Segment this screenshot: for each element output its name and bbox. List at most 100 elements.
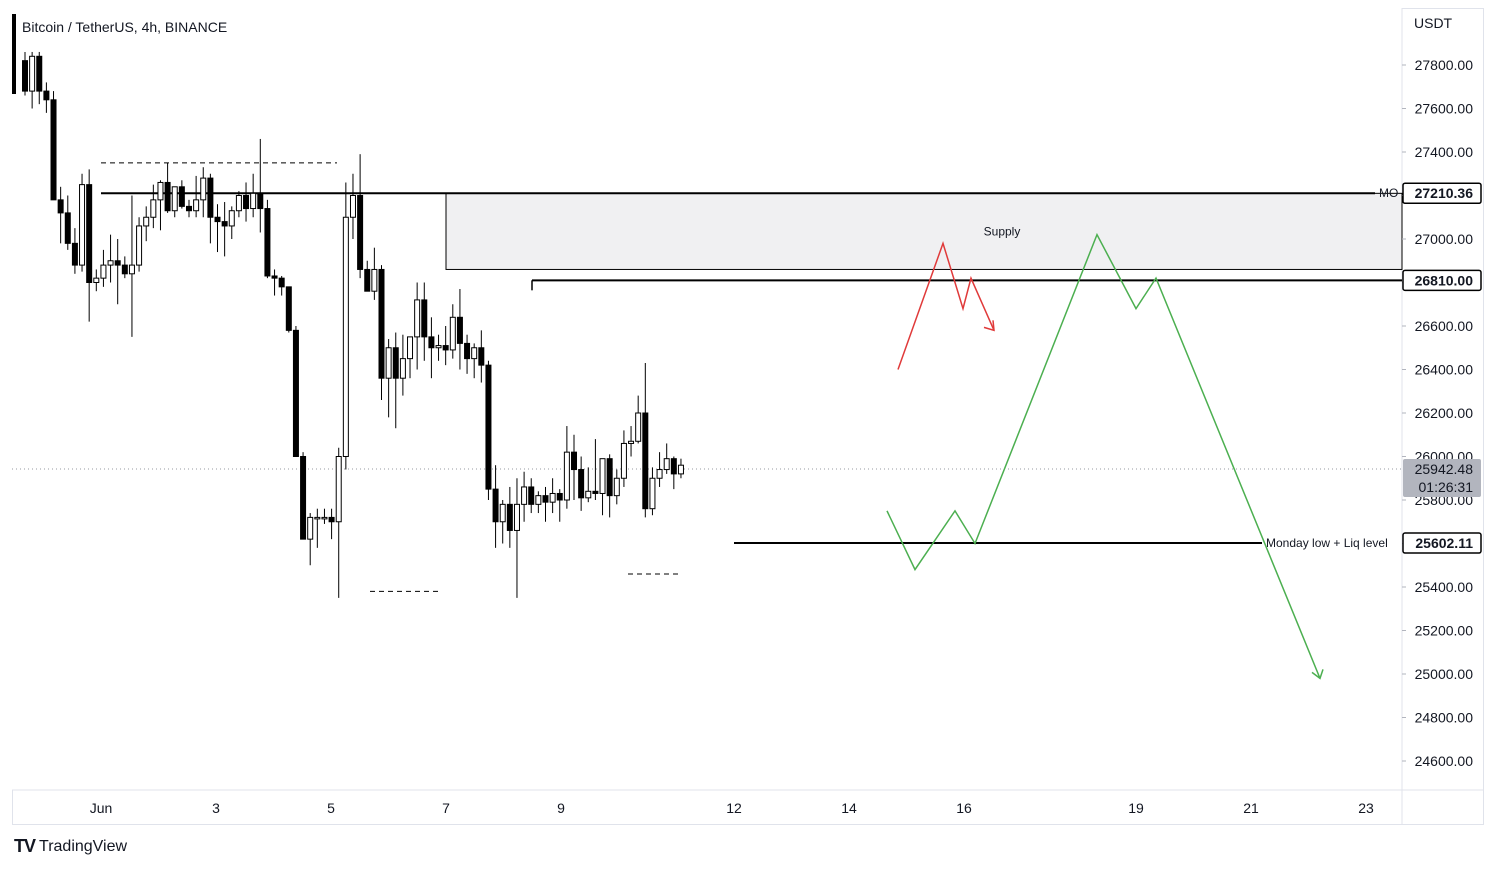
candle-body[interactable]: [335, 456, 342, 523]
candle-body[interactable]: [578, 469, 585, 499]
candle-body[interactable]: [257, 192, 264, 210]
price-axis[interactable]: 27800.0027600.0027400.0027200.0027000.00…: [1402, 57, 1482, 769]
candle-body[interactable]: [307, 516, 314, 540]
candle-body[interactable]: [328, 516, 335, 523]
candle-body[interactable]: [57, 199, 64, 214]
candle-body[interactable]: [271, 275, 278, 279]
candle-body[interactable]: [321, 516, 328, 520]
candle-body[interactable]: [513, 503, 520, 531]
candle-body[interactable]: [193, 199, 200, 212]
candle-body[interactable]: [371, 268, 378, 292]
candle-body[interactable]: [364, 268, 371, 292]
candle-body[interactable]: [399, 358, 406, 379]
candle-body[interactable]: [314, 516, 321, 520]
level-price-tag[interactable]: [1402, 182, 1482, 204]
candle-body[interactable]: [385, 347, 392, 379]
candle-body[interactable]: [285, 286, 292, 331]
candle-body[interactable]: [121, 264, 128, 275]
candle-body[interactable]: [228, 210, 235, 227]
candle-body[interactable]: [79, 184, 86, 266]
candle-body[interactable]: [628, 440, 635, 444]
candle-body[interactable]: [86, 184, 93, 283]
candle-body[interactable]: [171, 186, 178, 212]
candle-body[interactable]: [528, 486, 535, 505]
candle-body[interactable]: [207, 177, 214, 218]
candle-body[interactable]: [435, 345, 442, 349]
candle-body[interactable]: [613, 477, 620, 497]
candle-body[interactable]: [178, 186, 185, 207]
candle-body[interactable]: [635, 412, 642, 442]
candle-body[interactable]: [442, 345, 449, 351]
candle-body[interactable]: [93, 277, 100, 283]
candle-body[interactable]: [535, 495, 542, 505]
candle-body[interactable]: [485, 364, 492, 490]
candle-body[interactable]: [592, 490, 599, 494]
candle-body[interactable]: [407, 336, 414, 360]
candle-body[interactable]: [22, 60, 28, 92]
candle-body[interactable]: [50, 99, 57, 201]
candle-body[interactable]: [357, 195, 364, 270]
candle-body[interactable]: [164, 181, 171, 212]
candle-body[interactable]: [143, 216, 150, 227]
level-price-tag[interactable]: [1402, 532, 1482, 554]
candle-body[interactable]: [243, 195, 250, 210]
candle-body[interactable]: [349, 195, 356, 218]
candle-body[interactable]: [114, 260, 121, 266]
candle-body[interactable]: [64, 212, 71, 244]
candle-body[interactable]: [392, 347, 399, 379]
candles-layer[interactable]: [22, 51, 684, 598]
candle-body[interactable]: [521, 486, 528, 505]
candle-body[interactable]: [250, 192, 257, 210]
candle-body[interactable]: [71, 242, 78, 266]
candle-body[interactable]: [478, 347, 485, 366]
candle-body[interactable]: [663, 458, 670, 471]
candle-body[interactable]: [599, 458, 606, 494]
candle-body[interactable]: [136, 225, 143, 266]
candle-body[interactable]: [571, 451, 578, 471]
candle-body[interactable]: [563, 451, 570, 501]
candle-body[interactable]: [29, 55, 36, 92]
candle-body[interactable]: [300, 456, 307, 540]
candle-body[interactable]: [556, 492, 563, 501]
candle-body[interactable]: [414, 299, 421, 338]
candle-body[interactable]: [221, 221, 228, 227]
plot-area[interactable]: [12, 8, 1402, 790]
candle-body[interactable]: [464, 342, 471, 360]
candle-body[interactable]: [506, 503, 513, 531]
candle-body[interactable]: [128, 264, 135, 275]
candle-body[interactable]: [499, 503, 506, 523]
candle-body[interactable]: [649, 477, 656, 510]
candle-body[interactable]: [292, 329, 299, 458]
candle-body[interactable]: [214, 216, 221, 223]
candle-body[interactable]: [278, 277, 285, 288]
candle-body[interactable]: [471, 347, 478, 360]
candle-body[interactable]: [656, 469, 663, 479]
candle-body[interactable]: [342, 216, 349, 457]
candle-body[interactable]: [421, 299, 428, 338]
candle-body[interactable]: [670, 458, 677, 475]
candle-body[interactable]: [107, 260, 114, 266]
candle-body[interactable]: [378, 268, 385, 379]
candle-body[interactable]: [235, 195, 242, 212]
candle-body[interactable]: [456, 316, 463, 344]
candle-body[interactable]: [492, 488, 499, 523]
level-price-tag[interactable]: [1402, 269, 1482, 292]
candle-body[interactable]: [606, 458, 613, 497]
candle-body[interactable]: [264, 208, 271, 277]
candle-body[interactable]: [43, 90, 50, 101]
candle-body[interactable]: [200, 177, 207, 201]
candle-body[interactable]: [157, 181, 164, 201]
time-axis[interactable]: Jun 3 5 7 9 12 14 16 19 21 23: [90, 800, 1374, 816]
candle-body[interactable]: [100, 264, 107, 279]
tradingview-logo[interactable]: TV TradingView: [14, 836, 127, 857]
candle-body[interactable]: [677, 464, 684, 475]
candle-body[interactable]: [549, 492, 556, 503]
candle-body[interactable]: [542, 495, 549, 503]
candle-body[interactable]: [428, 336, 435, 349]
candle-body[interactable]: [620, 442, 627, 479]
candle-body[interactable]: [449, 316, 456, 351]
current-price-tag[interactable]: [1403, 459, 1481, 498]
candle-body[interactable]: [150, 199, 157, 218]
candle-body[interactable]: [36, 55, 43, 92]
